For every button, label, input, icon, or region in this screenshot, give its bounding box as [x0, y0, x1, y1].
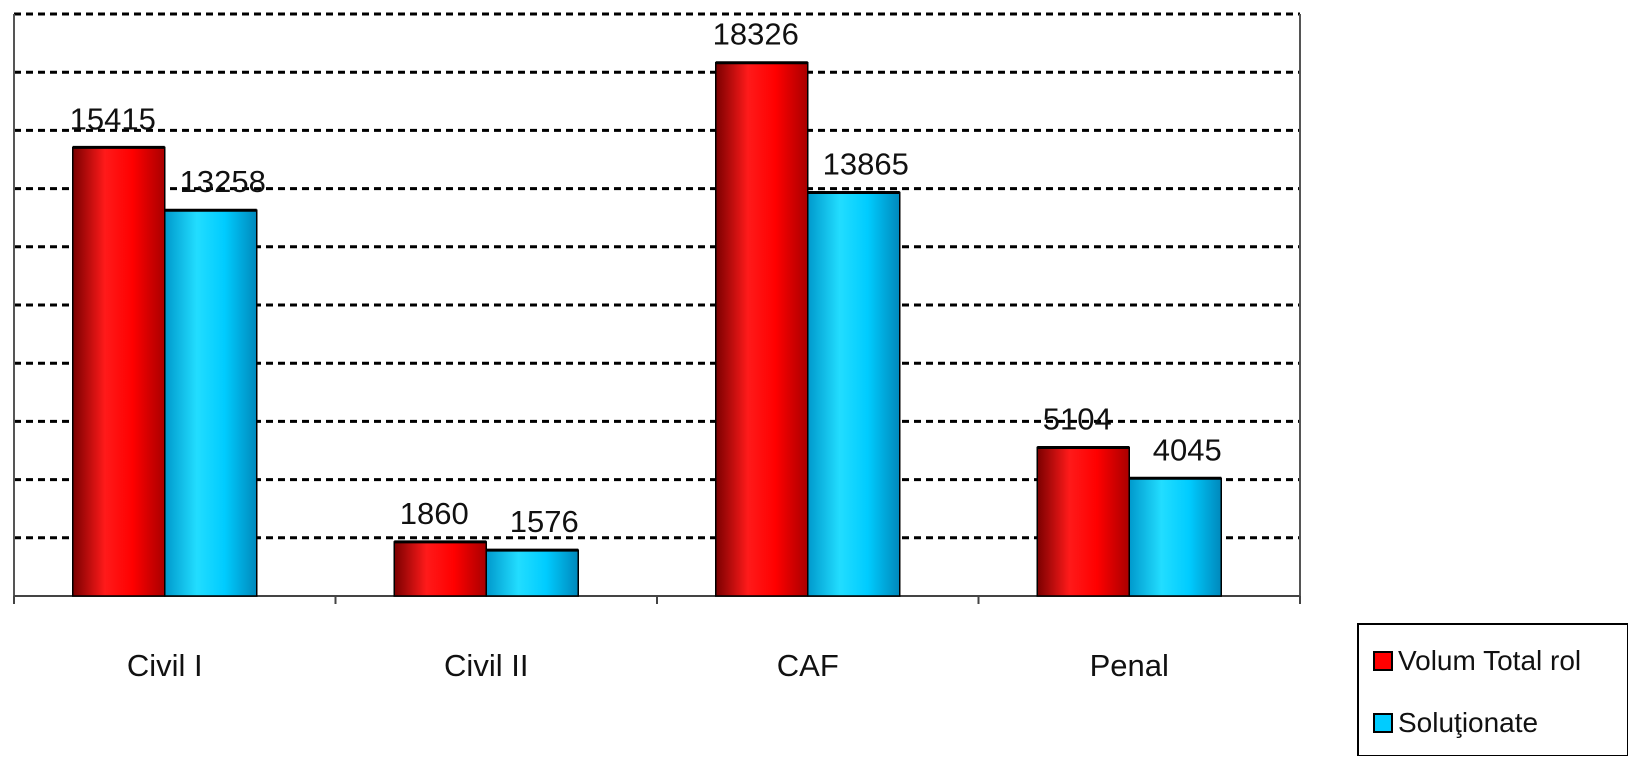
legend-label: Soluţionate [1398, 707, 1538, 738]
bar-volum-total-rol-caf [715, 61, 809, 597]
bars [72, 61, 1222, 597]
data-label: 4045 [1153, 432, 1222, 467]
legend-label: Volum Total rol [1398, 645, 1581, 676]
data-label: 13258 [180, 164, 266, 199]
bar-solu-ionate-penal [1128, 477, 1222, 597]
category-label: Civil II [444, 648, 528, 683]
data-label: 1860 [400, 496, 469, 531]
bar-volum-total-rol-civil-i [72, 146, 166, 597]
bar-solu-ionate-caf [807, 191, 901, 597]
category-label: Penal [1090, 648, 1169, 683]
data-labels: 15415 13258 1860 1576 18326 13865 5104 4045 [70, 17, 1222, 539]
bar-solu-ionate-civil-ii [485, 549, 579, 597]
bar-volum-total-rol-penal [1036, 446, 1130, 597]
category-label: CAF [777, 648, 839, 683]
category-label: Civil I [127, 648, 203, 683]
data-label: 1576 [510, 504, 579, 539]
bar-volum-total-rol-civil-ii [393, 541, 487, 597]
data-label: 18326 [713, 17, 799, 52]
bar-solu-ionate-civil-i [164, 209, 258, 597]
category-tick-labels: Civil I Civil II CAF Penal [127, 648, 1169, 683]
legend: Volum Total rol Soluţionate [1357, 623, 1628, 757]
data-label: 15415 [70, 101, 156, 136]
data-label: 5104 [1043, 401, 1112, 436]
legend-swatch [1373, 713, 1393, 733]
data-label: 13865 [823, 147, 909, 182]
legend-swatch [1373, 651, 1393, 671]
